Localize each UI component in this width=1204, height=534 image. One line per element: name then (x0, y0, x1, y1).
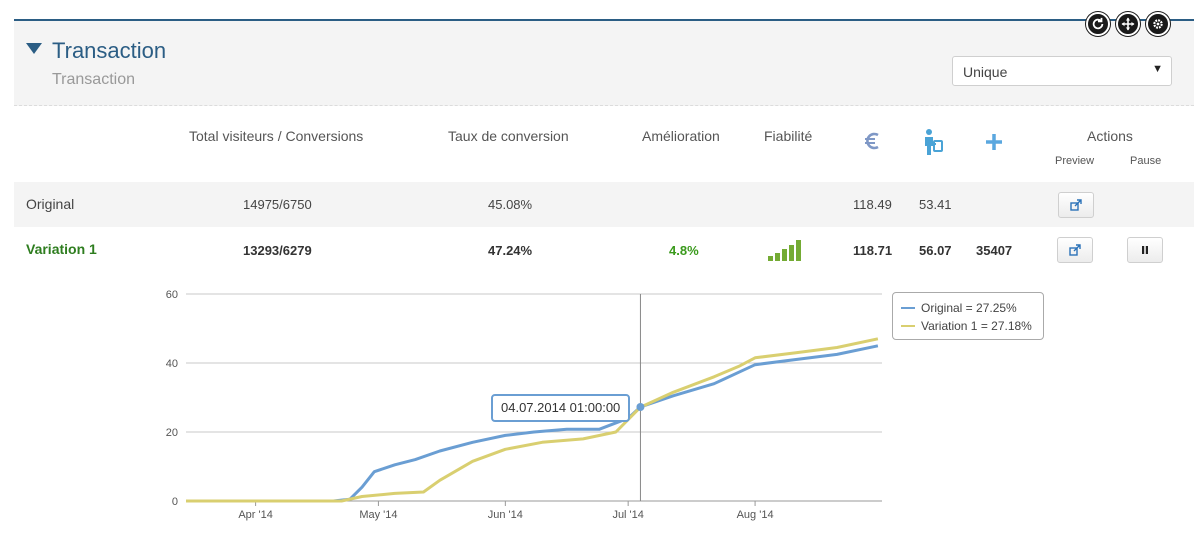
row-improvement: 4.8% (669, 243, 699, 258)
row-person: 53.41 (919, 197, 952, 212)
pause-button[interactable] (1127, 237, 1163, 263)
panel-subtitle: Transaction (52, 71, 135, 88)
plus-icon (986, 134, 1002, 150)
col-preview: Preview (1055, 155, 1095, 167)
col-actions: Actions (1087, 128, 1133, 144)
row-euro: 118.71 (853, 243, 893, 258)
col-reliability: Fiabilité (764, 128, 813, 144)
col-rate: Taux de conversion (448, 128, 569, 144)
legend-item-variation-1[interactable]: Variation 1 = 27.18% (901, 317, 1035, 335)
row-name: Variation 1 (26, 241, 97, 257)
hover-point (636, 402, 645, 411)
chart-tooltip: 04.07.2014 01:00:00 (491, 394, 631, 422)
y-tick-label: 20 (166, 427, 178, 439)
conversion-chart: 0 20 40 60 Apr '14 May '14 Jun '14 Jul '14 Aug '… (166, 289, 882, 521)
chart-legend[interactable]: Original = 27.25% Variation 1 = 27.18% (892, 292, 1044, 340)
preview-button[interactable] (1058, 192, 1094, 218)
series-line-variation-1 (186, 337, 879, 503)
row-name: Original (26, 196, 75, 212)
x-tick-label: Aug '14 (737, 509, 774, 521)
y-tick-label: 60 (166, 289, 178, 301)
series-line-original (186, 344, 879, 503)
col-visitors: Total visiteurs / Conversions (189, 128, 364, 144)
y-tick-label: 40 (166, 358, 178, 370)
euro-icon (865, 132, 879, 150)
x-tick-label: Jul '14 (612, 509, 643, 521)
preview-button[interactable] (1057, 237, 1093, 263)
row-rate: 45.08% (488, 197, 533, 212)
legend-item-original[interactable]: Original = 27.25% (901, 299, 1035, 317)
table-row-original: Original 14975/6750 45.08% 118.49 53.41 (14, 182, 1194, 227)
col-improvement: Amélioration (642, 128, 720, 144)
panel-title: Transaction (52, 38, 167, 63)
row-visitors: 14975/6750 (243, 197, 312, 212)
chevron-down-icon: ▼ (1152, 63, 1163, 75)
col-pause: Pause (1130, 155, 1162, 167)
y-tick-label: 0 (172, 496, 178, 508)
row-euro: 118.49 (853, 197, 892, 212)
pause-icon (1142, 246, 1148, 254)
row-plus: 35407 (976, 243, 1013, 258)
x-tick-label: Jun '14 (488, 509, 523, 521)
x-tick-label: Apr '14 (238, 509, 273, 521)
row-visitors: 13293/6279 (243, 243, 312, 258)
external-link-icon (1070, 199, 1082, 211)
x-tick-label: May '14 (359, 509, 397, 521)
table-row-variation-1: Variation 1 13293/6279 47.24% 4.8% 118.7… (14, 227, 1194, 272)
row-rate: 47.24% (488, 243, 533, 258)
reliability-bars-icon (768, 240, 801, 261)
person-icon (925, 129, 943, 155)
metric-select[interactable]: Unique ▼ (952, 56, 1172, 86)
move-icon[interactable] (1116, 12, 1140, 36)
external-link-icon (1069, 244, 1081, 256)
metric-select-value: Unique (963, 64, 1008, 80)
refresh-icon[interactable] (1086, 12, 1110, 36)
collapse-toggle-icon[interactable] (26, 43, 42, 54)
panel-toolbar (1086, 12, 1170, 36)
row-person: 56.07 (919, 243, 952, 258)
gear-icon[interactable] (1146, 12, 1170, 36)
